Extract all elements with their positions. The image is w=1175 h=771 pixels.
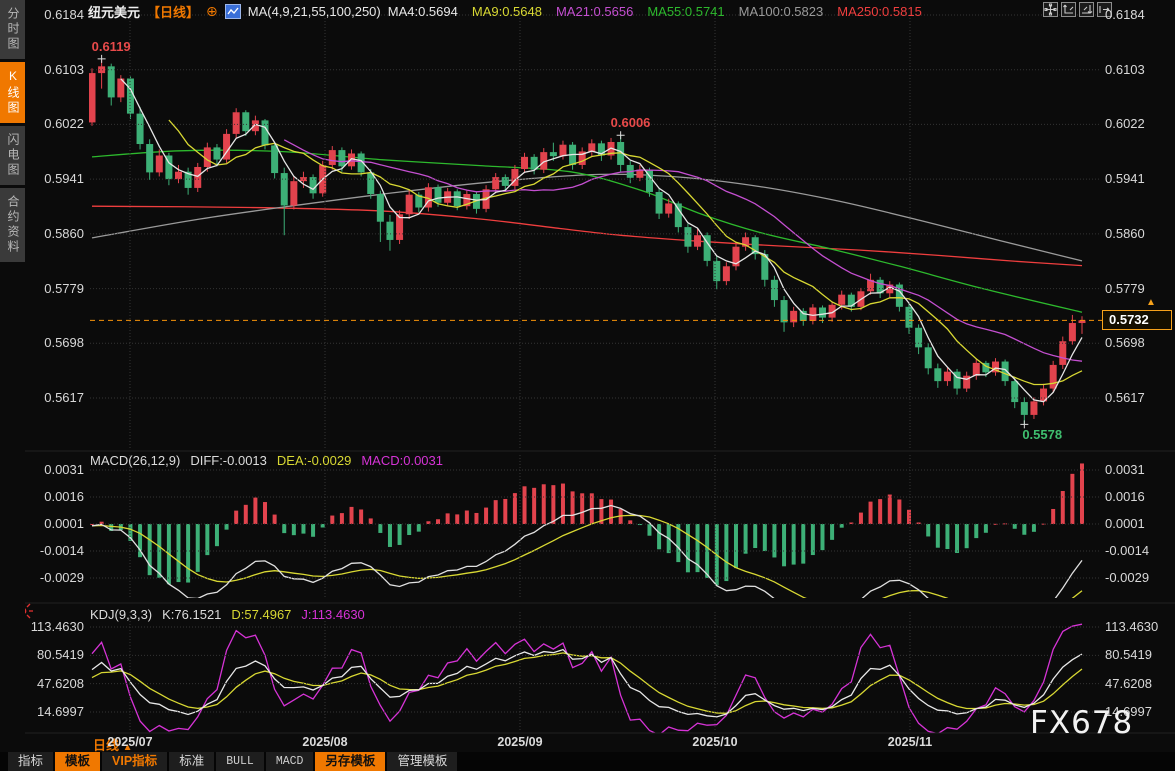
shift-right-icon[interactable] bbox=[1097, 2, 1112, 17]
y-tick-right: 0.5860 bbox=[1105, 225, 1145, 241]
y-tick-right: -0.0014 bbox=[1105, 543, 1150, 558]
price-annotation: 0.5578 bbox=[1022, 427, 1063, 443]
y-tick-right: 0.0031 bbox=[1105, 462, 1145, 477]
y-tick-left: 80.5419 bbox=[37, 647, 84, 663]
y-tick-left: 0.5779 bbox=[44, 280, 84, 296]
y-tick-left: 0.6184 bbox=[44, 7, 84, 22]
chart-type-sidebar: 分时图 K线图闪电图合约资料 bbox=[0, 0, 25, 771]
macd-title: MACD(26,12,9) bbox=[90, 453, 181, 468]
y-tick-left: 0.5941 bbox=[44, 171, 84, 187]
kdj-k-value: K:76.1521 bbox=[162, 607, 222, 622]
compare-add-icon[interactable]: ⊕ bbox=[206, 3, 218, 19]
sidebar-item-分时图[interactable]: 分时图 bbox=[0, 0, 25, 59]
sidebar-item-K线图[interactable]: K线图 bbox=[0, 62, 25, 123]
y-tick-left: 0.6103 bbox=[44, 61, 84, 77]
y-tick-right: 0.6103 bbox=[1105, 61, 1145, 77]
period-tag: 【日线】 bbox=[147, 5, 200, 20]
x-axis-month: 2025/08 bbox=[302, 735, 348, 749]
price-annotation: 0.6006 bbox=[610, 115, 651, 131]
y-tick-right: -0.0029 bbox=[1105, 570, 1150, 585]
y-tick-left: 14.6997 bbox=[37, 703, 84, 719]
x-axis-month: 2025/11 bbox=[887, 735, 933, 749]
brand-watermark: FX678 bbox=[1030, 705, 1134, 741]
tab-模板[interactable]: 模板 bbox=[55, 752, 101, 771]
y-tick-right: 0.6022 bbox=[1105, 116, 1145, 132]
tab-MACD[interactable]: MACD bbox=[265, 752, 314, 771]
chart-header: 纽元美元 【日线】 ⊕ MA(4,9,21,55,100,250) MA4:0.… bbox=[88, 3, 922, 20]
y-tick-right: 14.6997 bbox=[1105, 703, 1152, 719]
macd-label-row: MACD(26,12,9) DIFF:-0.0013 DEA:-0.0029 M… bbox=[90, 453, 443, 468]
fit-left-axis-icon[interactable] bbox=[1061, 2, 1076, 17]
ma55-value: MA55:0.5741 bbox=[647, 4, 725, 19]
kdj-j-value: J:113.4630 bbox=[301, 607, 365, 622]
y-tick-right: 0.0016 bbox=[1105, 489, 1145, 504]
sidebar-item-合约资料[interactable]: 合约资料 bbox=[0, 188, 25, 262]
move-window-icon[interactable] bbox=[1043, 2, 1058, 17]
tab-管理模板[interactable]: 管理模板 bbox=[387, 752, 458, 771]
price-annotation: 0.6119 bbox=[91, 38, 131, 54]
fit-right-axis-icon[interactable] bbox=[1079, 2, 1094, 17]
current-price-badge: 0.5732 bbox=[1102, 310, 1172, 331]
chevron-up-icon: ▲ bbox=[122, 742, 133, 753]
y-tick-left: -0.0014 bbox=[39, 543, 84, 558]
macd-macd-value: MACD:0.0031 bbox=[361, 453, 443, 468]
tab-指标[interactable]: 指标 bbox=[8, 752, 54, 771]
tab-BULL[interactable]: BULL bbox=[216, 752, 264, 771]
sidebar-item-闪电图[interactable]: 闪电图 bbox=[0, 126, 25, 185]
y-tick-left: 113.4630 bbox=[30, 619, 84, 634]
indicator-tab-bar: 指标 模板 VIP指标 标准 BULL MACD 另存模板 管理模板 bbox=[0, 752, 1175, 771]
y-tick-right: 0.5779 bbox=[1105, 280, 1145, 296]
x-axis-month: 2025/10 bbox=[692, 735, 738, 749]
y-tick-right: 0.0001 bbox=[1105, 516, 1145, 531]
y-tick-right: 113.4630 bbox=[1105, 619, 1159, 634]
x-axis-month: 2025/07 bbox=[107, 735, 153, 749]
macd-diff-value: DIFF:-0.0013 bbox=[190, 453, 267, 468]
ma-values: MA4:0.5694 MA9:0.5648 MA21:0.5656 MA55:0.57… bbox=[388, 4, 922, 19]
symbol-title: 纽元美元 bbox=[88, 5, 141, 20]
y-tick-right: 0.6184 bbox=[1105, 7, 1145, 22]
y-tick-right: 0.5941 bbox=[1105, 171, 1145, 187]
y-tick-left: 0.0016 bbox=[44, 489, 84, 504]
ma-settings-label: MA(4,9,21,55,100,250) bbox=[247, 4, 381, 19]
ma100-value: MA100:0.5823 bbox=[738, 4, 824, 19]
x-axis-month: 2025/09 bbox=[497, 735, 543, 749]
ma250-value: MA250:0.5815 bbox=[837, 4, 922, 19]
y-tick-left: 0.6022 bbox=[44, 116, 84, 132]
indicator-template-icon[interactable] bbox=[224, 4, 241, 19]
current-price-value: 0.5732 bbox=[1109, 312, 1149, 328]
kdj-title: KDJ(9,3,3) bbox=[90, 607, 153, 622]
y-tick-left: 0.0001 bbox=[44, 516, 84, 531]
y-tick-left: 47.6208 bbox=[37, 675, 84, 691]
ma4-value: MA4:0.5694 bbox=[387, 4, 458, 19]
y-tick-right: 47.6208 bbox=[1105, 675, 1152, 691]
tab-另存模板[interactable]: 另存模板 bbox=[315, 752, 386, 771]
y-tick-right: 0.5617 bbox=[1105, 390, 1145, 405]
ma21-value: MA21:0.5656 bbox=[555, 4, 634, 19]
chart-toolbar bbox=[1043, 2, 1112, 17]
y-tick-left: -0.0029 bbox=[39, 570, 84, 585]
period-selector[interactable]: 日线 ▲ bbox=[93, 738, 133, 753]
kdj-d-value: D:57.4967 bbox=[231, 607, 292, 622]
y-tick-right: 0.5698 bbox=[1105, 335, 1145, 351]
macd-dea-value: DEA:-0.0029 bbox=[276, 453, 352, 468]
ma9-value: MA9:0.5648 bbox=[471, 4, 542, 19]
tab-标准[interactable]: 标准 bbox=[169, 752, 215, 771]
kdj-label-row: KDJ(9,3,3) K:76.1521 D:57.4967 J:113.463… bbox=[90, 607, 365, 622]
price-up-arrow-icon: ▲ bbox=[1146, 297, 1156, 309]
y-tick-left: 0.5698 bbox=[44, 335, 84, 351]
y-tick-left: 0.0031 bbox=[44, 462, 84, 477]
y-tick-left: 0.5860 bbox=[44, 225, 84, 241]
y-tick-right: 80.5419 bbox=[1105, 647, 1152, 663]
y-tick-left: 0.5617 bbox=[44, 390, 84, 405]
tab-VIP指标[interactable]: VIP指标 bbox=[102, 752, 168, 771]
